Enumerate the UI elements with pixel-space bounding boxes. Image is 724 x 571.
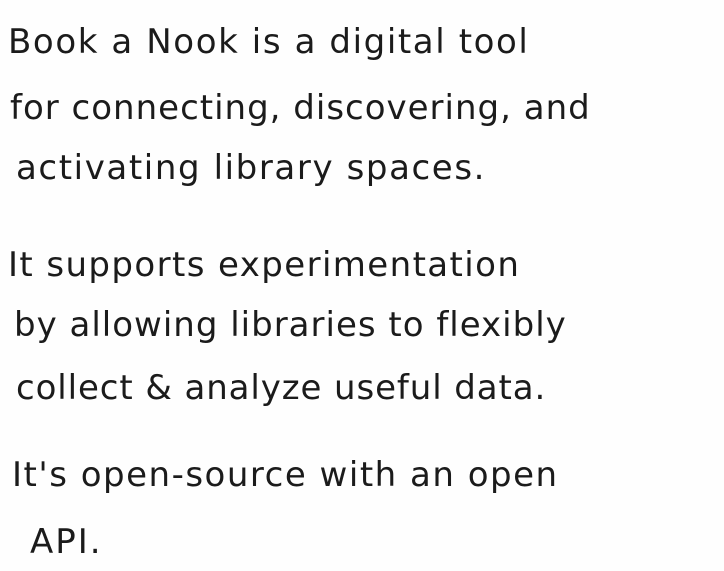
note-line-6: collect & analyze useful data. xyxy=(16,368,547,408)
note-line-1: Book a Nook is a digital tool xyxy=(8,22,530,62)
note-line-2: for connecting, discovering, and xyxy=(10,88,591,128)
note-line-3: activating library spaces. xyxy=(16,148,487,188)
note-line-7: It's open-source with an open xyxy=(12,455,559,495)
note-line-8: API. xyxy=(30,522,103,562)
note-line-5: by allowing libraries to flexibly xyxy=(14,305,567,345)
note-line-4: It supports experimentation xyxy=(8,245,521,285)
